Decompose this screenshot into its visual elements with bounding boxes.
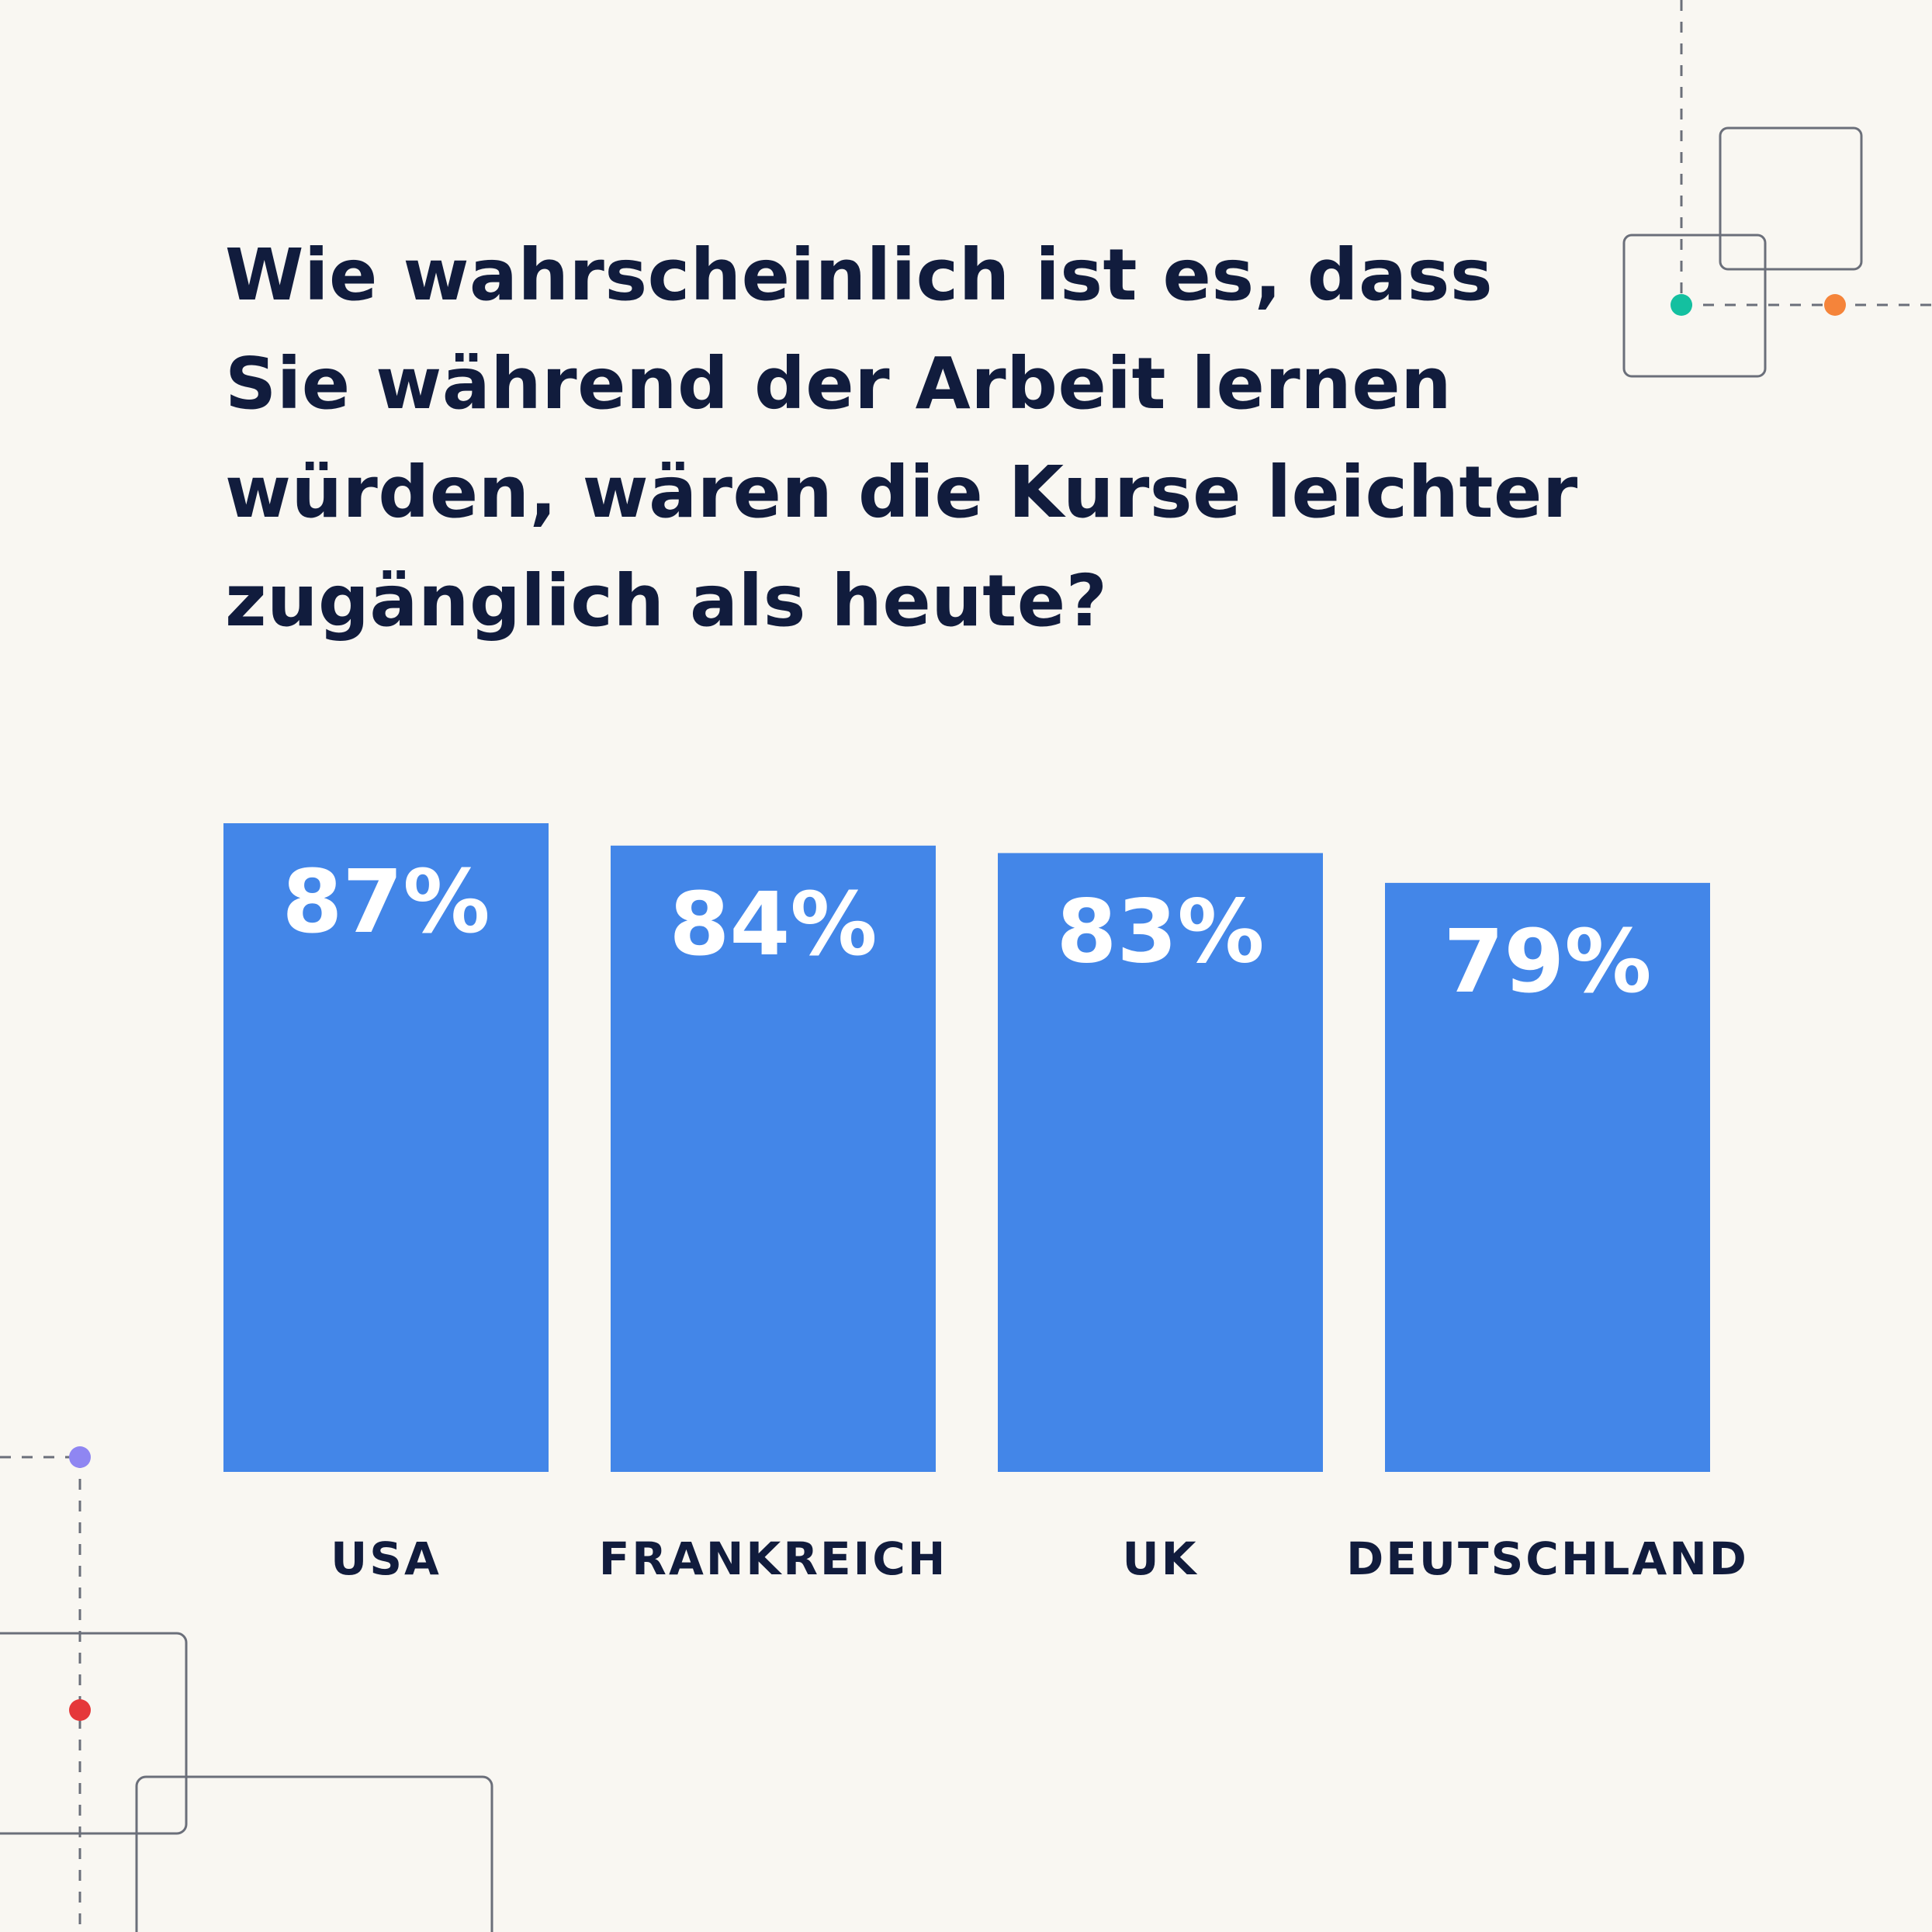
category-label: DEUTSCHLAND (1346, 1532, 1749, 1585)
red-dot-icon (69, 1699, 91, 1721)
outline-square (135, 1775, 493, 1932)
bar-value-label: 83% (1056, 881, 1264, 982)
bar-usa (223, 823, 549, 1472)
outline-square (1719, 126, 1863, 271)
outline-square (1622, 234, 1767, 378)
bar-value-label: 84% (669, 874, 877, 975)
chart-title: Wie wahrscheinlich ist es, dass Sie währ… (225, 234, 1578, 642)
outline-square (0, 1632, 188, 1835)
bar-value-label: 79% (1443, 912, 1651, 1013)
bar-value-label: 87% (282, 852, 490, 953)
bar-deutschland (1385, 882, 1710, 1472)
orange-dot-icon (1824, 294, 1846, 316)
bar-frankreich (611, 845, 936, 1472)
purple-dot-icon (69, 1446, 91, 1468)
category-label: USA (331, 1532, 441, 1585)
category-label: FRANKREICH (599, 1532, 948, 1585)
bar-uk (998, 853, 1323, 1472)
category-label: UK (1122, 1532, 1198, 1585)
teal-dot-icon (1671, 294, 1692, 316)
